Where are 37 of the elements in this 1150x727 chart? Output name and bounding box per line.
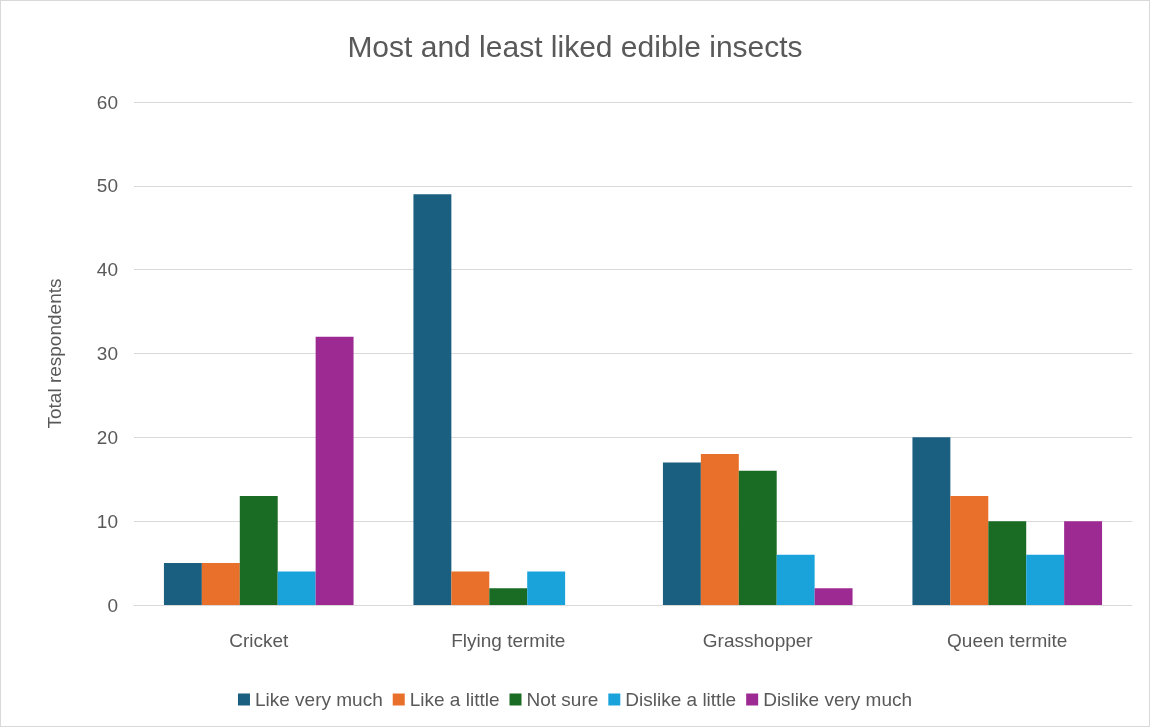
x-tick-label: Flying termite: [451, 630, 566, 651]
bar: [700, 454, 739, 605]
bar: [912, 437, 951, 605]
x-tick-label: Cricket: [229, 630, 290, 651]
legend-label: Dislike a little: [625, 689, 737, 710]
y-tick-label: 10: [96, 510, 118, 532]
y-tick-label: 60: [96, 91, 118, 113]
legend-label: Like a little: [409, 689, 500, 710]
x-tick-label: Grasshopper: [702, 630, 814, 651]
y-tick-label: 50: [96, 175, 118, 197]
bar: [1064, 521, 1103, 605]
bar: [950, 496, 989, 605]
bar: [662, 462, 701, 605]
chart-title: Most and least liked edible insects: [347, 29, 803, 63]
bar: [988, 521, 1027, 605]
y-tick-label: 40: [96, 259, 118, 281]
legend-label: Not sure: [526, 689, 599, 710]
bar: [315, 336, 354, 605]
bar: [163, 563, 202, 605]
bar: [277, 571, 316, 605]
x-tick-label: Queen termite: [947, 630, 1068, 651]
bar: [239, 496, 278, 605]
y-tick-label: 20: [96, 426, 118, 448]
bar: [814, 588, 853, 605]
bar: [738, 470, 777, 605]
bar: [1026, 554, 1065, 605]
legend-label: Like very much: [254, 689, 383, 710]
bar: [776, 554, 815, 605]
bar: [413, 194, 452, 605]
y-tick-label: 30: [96, 343, 118, 364]
bar: [527, 571, 566, 605]
bar: [451, 571, 490, 605]
bar: [201, 563, 240, 605]
y-axis-title: Total respondents: [44, 278, 65, 429]
bar: [489, 588, 528, 605]
y-tick-label: 0: [107, 594, 118, 616]
legend-label: Dislike very much: [763, 689, 913, 710]
